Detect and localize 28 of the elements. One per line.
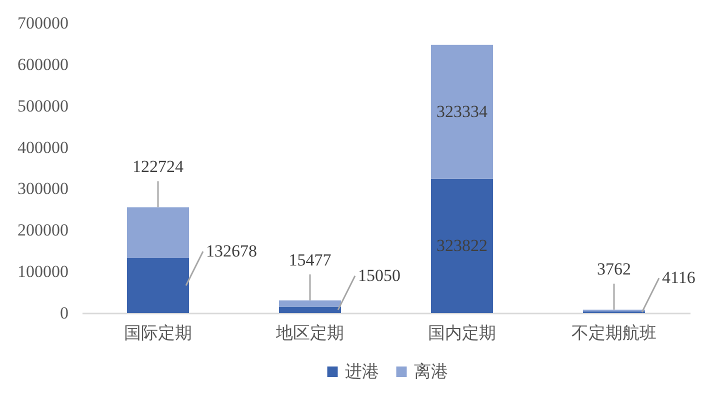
data-label: 4116	[662, 268, 696, 288]
x-tick-label: 国内定期	[428, 324, 496, 342]
data-label: 323822	[436, 236, 488, 255]
y-tick-label: 700000	[18, 14, 68, 32]
data-label: 3762	[597, 260, 631, 279]
data-label: 132678	[206, 242, 258, 261]
data-label: 15050	[358, 266, 401, 285]
legend-label: 离港	[414, 362, 448, 381]
y-tick-label: 500000	[18, 96, 68, 116]
bar	[126, 258, 190, 313]
bar	[430, 44, 494, 179]
data-label: 15477	[288, 250, 332, 270]
bar	[278, 306, 342, 313]
legend-label: 进港	[345, 362, 379, 381]
data-label: 122724	[132, 157, 184, 176]
y-tick-label: 0	[60, 304, 68, 322]
y-tick-label: 300000	[18, 179, 68, 198]
x-tick-label: 不定期航班	[572, 324, 656, 342]
data-label: 323334	[436, 102, 488, 121]
x-tick-label: 国际定期	[124, 324, 192, 342]
x-tick-label: 地区定期	[275, 324, 344, 342]
y-tick-label: 600000	[18, 54, 68, 74]
bar	[126, 207, 190, 258]
y-tick-label: 200000	[18, 220, 68, 240]
bar	[278, 300, 342, 307]
y-tick-label: 400000	[18, 138, 68, 157]
bar	[430, 178, 494, 313]
y-tick-label: 100000	[18, 262, 68, 282]
